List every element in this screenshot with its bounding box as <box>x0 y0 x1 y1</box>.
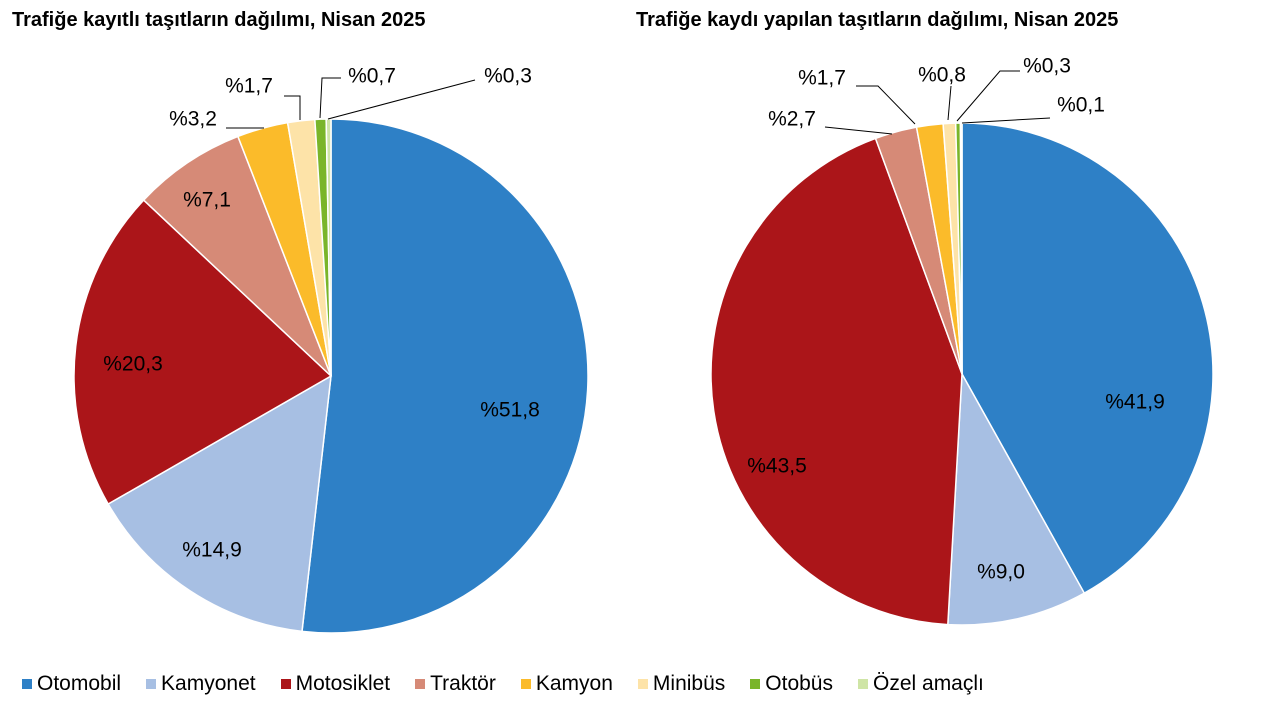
legend-item-motosiklet: Motosiklet <box>280 672 391 696</box>
pie1-leader-ozel-amacli <box>327 79 476 120</box>
pie1-slice-traktor <box>142 135 332 377</box>
legend-label-kamyon: Kamyon <box>535 672 613 695</box>
pie1-leader-otobus <box>319 77 341 119</box>
pie2-label-traktor: %2,7 <box>768 108 816 131</box>
pie2-label-minibus: %0,8 <box>918 64 966 87</box>
chart-title-right: Trafiğe kaydı yapılan taşıtların dağılım… <box>636 9 1119 31</box>
legend: Otomobil Kamyonet Motosiklet Traktör Kam… <box>22 672 984 696</box>
legend-label-minibus: Minibüs <box>652 672 726 695</box>
pie1-label-otomobil: %51,8 <box>480 399 540 422</box>
pie2-label-otomobil: %41,9 <box>1105 391 1165 414</box>
pie2-label-kamyonet: %9,0 <box>977 561 1025 584</box>
legend-swatch-kamyon <box>520 679 531 689</box>
pie1-slice-otomobil <box>301 118 589 634</box>
legend-item-minibus: Minibüs <box>637 672 726 696</box>
legend-swatch-otomobil <box>22 679 32 689</box>
pie1-label-ozel-amacli: %0,3 <box>484 65 532 88</box>
pie1-slice-motosiklet <box>73 199 333 506</box>
legend-label-traktor: Traktör <box>430 672 496 695</box>
pie1-label-otobus: %0,7 <box>348 65 396 88</box>
pie2-slice-otomobil <box>961 122 1214 595</box>
legend-swatch-minibus <box>637 679 648 689</box>
pie2-slice-motosiklet <box>710 137 963 626</box>
legend-label-motosiklet: Motosiklet <box>295 672 391 695</box>
legend-item-otomobil: Otomobil <box>22 672 121 696</box>
legend-swatch-motosiklet <box>280 679 291 689</box>
legend-item-traktor: Traktör <box>415 672 496 696</box>
pie2-leader-minibus <box>947 85 952 121</box>
pie2-label-motosiklet: %43,5 <box>747 455 807 478</box>
pie2-label-otobus: %0,3 <box>1023 55 1071 78</box>
pie1-label-minibus: %1,7 <box>225 75 273 98</box>
pie1-label-kamyon: %3,2 <box>169 108 217 131</box>
legend-label-ozel-amacli: Özel amaçlı <box>873 672 984 695</box>
legend-swatch-kamyonet <box>146 679 157 689</box>
pie1-label-motosiklet: %20,3 <box>103 353 163 376</box>
legend-swatch-traktor <box>415 679 426 689</box>
pie1-leader-minibus <box>284 95 301 120</box>
legend-label-otobus: Otobüs <box>765 672 833 695</box>
legend-item-otobus: Otobüs <box>750 672 833 696</box>
pie2-label-kamyon: %1,7 <box>798 67 846 90</box>
pie1-slice-kamyonet <box>107 374 332 633</box>
pie2-label-ozel-amacli: %0,1 <box>1057 94 1105 117</box>
legend-item-kamyon: Kamyon <box>520 672 613 696</box>
legend-label-kamyonet: Kamyonet <box>161 672 256 695</box>
chart-title-left: Trafiğe kayıtlı taşıtların dağılımı, Nis… <box>12 9 426 31</box>
legend-swatch-ozel-amacli <box>858 679 868 689</box>
legend-item-kamyonet: Kamyonet <box>146 672 256 696</box>
pie2-leader-kamyon <box>856 85 916 125</box>
legend-item-ozel-amacli: Özel amaçlı <box>858 672 984 696</box>
pie1-label-kamyonet: %14,9 <box>182 539 242 562</box>
pie2-slice-kamyonet <box>947 371 1086 626</box>
pie2-slice-ozel-amacli <box>959 122 963 375</box>
pie2-leader-ozel-amacli <box>961 117 1051 124</box>
pie2-leader-traktor <box>824 126 893 135</box>
pie1-label-traktor: %7,1 <box>183 189 231 212</box>
pie2-leader-otobus <box>956 70 1020 122</box>
legend-label-otomobil: Otomobil <box>37 672 122 695</box>
legend-swatch-otobus <box>750 679 761 689</box>
